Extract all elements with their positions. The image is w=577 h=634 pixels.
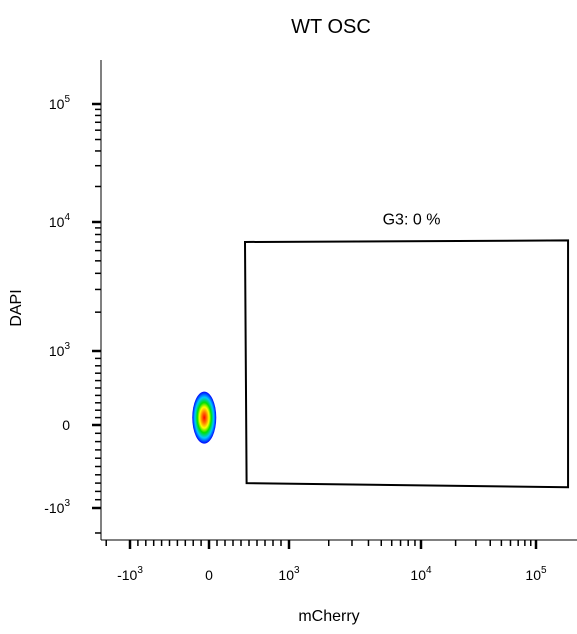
gate-label: G3: 0 % [383,211,441,228]
population-density [192,391,217,444]
y-tick-label: 103 [49,341,71,359]
y-axis: -103 0 103 104 105 [44,94,101,534]
y-tick-label: -103 [44,498,70,516]
x-tick-label: 103 [278,565,300,583]
cell-population [192,391,217,444]
x-tick-label: -103 [117,565,143,583]
plot-frame [100,60,577,541]
y-tick-label: 0 [62,417,70,433]
x-tick-label: 104 [410,565,432,583]
x-tick-label: 105 [525,565,547,583]
y-axis-label: DAPI [8,289,25,326]
chart-title: WT OSC [291,16,371,38]
x-axis-label: mCherry [298,608,359,625]
x-axis: -103 0 103 104 105 [105,540,547,583]
x-tick-label: 0 [205,567,213,583]
y-tick-label: 104 [49,212,71,230]
gate-layer: G3: 0 % [243,211,570,489]
y-tick-label: 105 [49,94,71,112]
gate-polygon [243,239,570,489]
